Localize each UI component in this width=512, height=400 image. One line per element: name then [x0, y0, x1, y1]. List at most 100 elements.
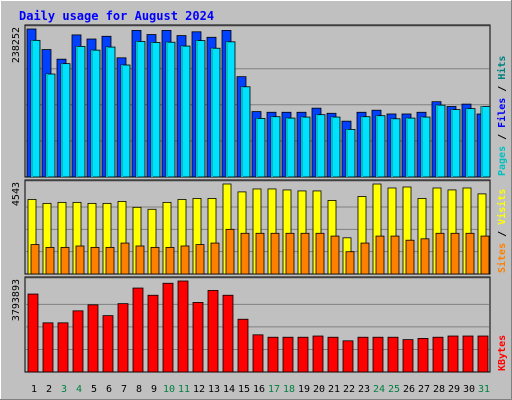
x-tick-label-17: 17 — [268, 384, 280, 395]
bar-kbytes-day-8 — [132, 287, 144, 373]
bar-kbytes-day-22 — [342, 340, 354, 373]
bar-pages-day-11 — [181, 46, 183, 177]
x-tick-label-27: 27 — [418, 384, 430, 395]
bar-kbytes-day-26 — [402, 339, 414, 373]
bar-sites-day-7 — [120, 242, 130, 275]
label-separator: / — [497, 80, 508, 98]
bar-kbytes-day-24 — [372, 336, 384, 373]
bar-sites-day-18 — [285, 232, 295, 275]
bar-sites-day-5 — [90, 246, 100, 275]
bar-kbytes-day-4 — [72, 310, 84, 373]
bar-sites-day-17 — [270, 232, 280, 275]
bar-sites-day-3 — [60, 246, 70, 275]
bar-pages-day-7 — [121, 65, 123, 177]
x-tick-label-4: 4 — [76, 384, 82, 395]
x-tick-label-14: 14 — [223, 384, 235, 395]
bar-pages-day-27 — [421, 117, 423, 177]
panel-max-label: 238252 — [11, 27, 22, 63]
chart-marks — [26, 28, 491, 373]
bar-pages-day-17 — [271, 116, 273, 177]
bar-pages-day-22 — [346, 129, 348, 177]
bar-kbytes-day-14 — [222, 294, 234, 373]
label-visits: Visits — [496, 189, 508, 225]
bar-pages-day-12 — [196, 40, 198, 177]
bar-sites-day-11 — [180, 245, 190, 275]
bar-kbytes-day-23 — [357, 336, 369, 373]
bar-pages-day-13 — [211, 48, 213, 178]
x-tick-label-20: 20 — [313, 384, 325, 395]
bar-sites-day-22 — [345, 251, 355, 275]
bar-sites-day-8 — [135, 245, 145, 275]
bar-sites-day-19 — [300, 232, 310, 275]
bar-kbytes-day-6 — [102, 315, 114, 373]
x-tick-label-25: 25 — [388, 384, 400, 395]
x-tick-label-28: 28 — [433, 384, 445, 395]
bar-sites-day-9 — [150, 246, 160, 275]
panel-series-label: KBytes — [497, 335, 508, 371]
bar-sites-day-14 — [225, 228, 235, 275]
x-tick-label-7: 7 — [121, 384, 127, 395]
bar-kbytes-day-5 — [87, 304, 99, 373]
bar-pages-day-5 — [91, 50, 93, 177]
bar-sites-day-1 — [30, 244, 40, 275]
bar-pages-day-16 — [256, 118, 258, 177]
x-tick-label-22: 22 — [343, 384, 355, 395]
x-tick-label-5: 5 — [91, 384, 97, 395]
label-pages: Pages — [497, 146, 508, 176]
bar-sites-day-25 — [390, 235, 400, 275]
bar-pages-day-23 — [361, 116, 363, 177]
bar-pages-day-18 — [286, 118, 288, 177]
bar-pages-day-14 — [226, 41, 228, 177]
bar-pages-day-26 — [406, 118, 408, 177]
x-tick-label-1: 1 — [31, 384, 37, 395]
bar-pages-day-3 — [61, 63, 63, 177]
bar-sites-day-13 — [210, 242, 220, 275]
x-tick-label-12: 12 — [193, 384, 205, 395]
bar-pages-day-8 — [136, 41, 138, 178]
x-tick-label-24: 24 — [373, 384, 385, 395]
x-tick-label-26: 26 — [403, 384, 415, 395]
x-tick-label-16: 16 — [253, 384, 265, 395]
bar-pages-day-15 — [241, 86, 243, 177]
bar-kbytes-day-19 — [297, 336, 309, 373]
bar-sites-day-10 — [165, 246, 175, 275]
bar-pages-day-28 — [436, 105, 438, 177]
x-tick-label-11: 11 — [178, 384, 190, 395]
bar-kbytes-day-1 — [27, 293, 39, 373]
x-tick-label-3: 3 — [61, 384, 67, 395]
panel-max-label: 3793893 — [11, 279, 22, 321]
bar-pages-day-29 — [451, 109, 453, 177]
bar-kbytes-day-30 — [462, 335, 474, 373]
bar-kbytes-day-3 — [57, 322, 69, 373]
x-tick-label-29: 29 — [448, 384, 460, 395]
x-tick-label-15: 15 — [238, 384, 250, 395]
bar-kbytes-day-28 — [432, 336, 444, 373]
label-hits: Hits — [496, 56, 508, 80]
x-tick-label-9: 9 — [151, 384, 157, 395]
bar-pages-day-4 — [76, 46, 78, 177]
bar-sites-day-30 — [465, 232, 475, 275]
bar-sites-day-28 — [435, 232, 445, 275]
x-tick-label-6: 6 — [106, 384, 112, 395]
bar-sites-day-29 — [450, 232, 460, 275]
panel-series-label: Sites / Visits — [496, 189, 508, 273]
x-tick-label-2: 2 — [46, 384, 52, 395]
bar-kbytes-day-11 — [177, 280, 189, 373]
bar-sites-day-12 — [195, 244, 205, 275]
bar-kbytes-day-18 — [282, 336, 294, 373]
bar-pages-day-30 — [466, 108, 468, 177]
bar-sites-day-24 — [375, 235, 385, 275]
bar-kbytes-day-15 — [237, 318, 249, 373]
bar-pages-day-10 — [166, 42, 168, 178]
bar-sites-day-6 — [105, 246, 115, 275]
x-tick-label-31: 31 — [478, 384, 490, 395]
bar-kbytes-day-9 — [147, 294, 159, 373]
bar-kbytes-day-20 — [312, 335, 324, 373]
bar-pages-day-24 — [376, 115, 378, 177]
bar-pages-day-25 — [391, 118, 393, 177]
x-tick-label-10: 10 — [163, 384, 175, 395]
bar-kbytes-day-16 — [252, 334, 264, 373]
x-tick-label-19: 19 — [298, 384, 310, 395]
bar-pages-day-21 — [331, 117, 333, 177]
